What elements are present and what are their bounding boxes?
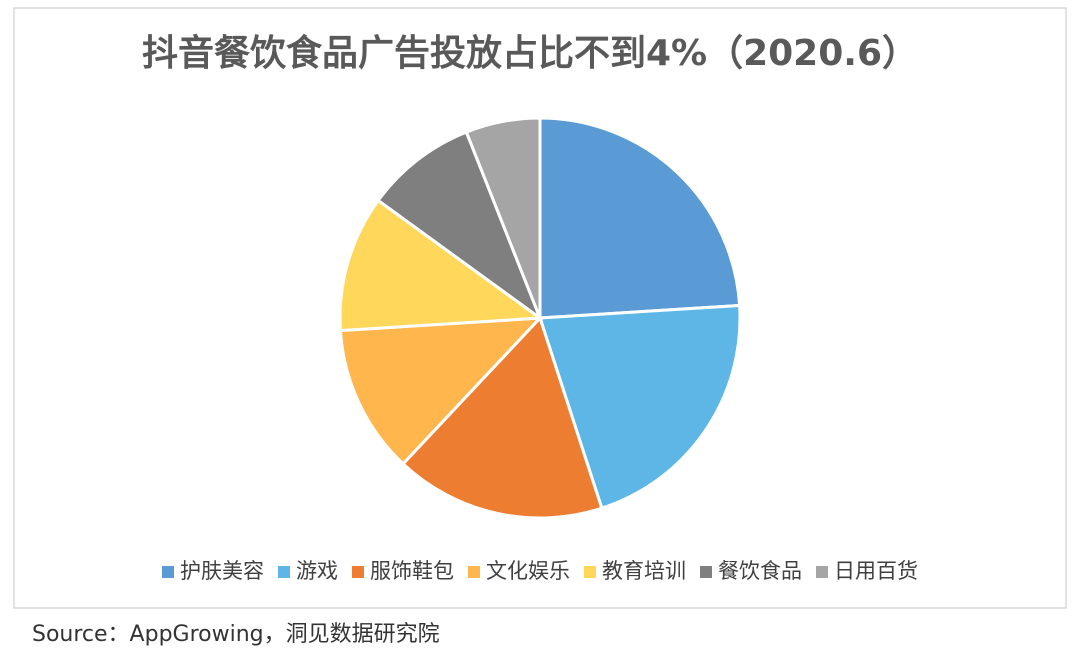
source: Source：AppGrowing，洞见数据研究院 xyxy=(32,622,440,647)
legend-swatch xyxy=(162,566,174,578)
legend-label: 文化娱乐 xyxy=(486,559,570,583)
legend-label: 游戏 xyxy=(296,559,338,583)
legend-swatch xyxy=(584,566,596,578)
pie-slice xyxy=(464,116,542,319)
legend-swatch xyxy=(816,566,828,578)
legend-label: 教育培训 xyxy=(602,559,686,583)
pie-slice xyxy=(338,198,545,333)
legend-swatch xyxy=(352,566,364,578)
legend-swatch xyxy=(278,566,290,578)
legend: 护肤美容 游戏 服饰鞋包 文化娱乐 教育培训 餐饮食品 日用百货 xyxy=(162,559,918,583)
chart-title: 抖音餐饮食品广告投放占比不到4%（2020.6） xyxy=(142,33,918,74)
pie-slice xyxy=(338,316,544,466)
legend-label: 护肤美容 xyxy=(180,559,264,583)
legend-label: 餐饮食品 xyxy=(718,559,802,583)
pie-slice xyxy=(537,303,742,511)
pie-slice xyxy=(400,315,604,520)
pie xyxy=(338,116,742,520)
legend-label: 日用百货 xyxy=(834,559,918,583)
pie-slice xyxy=(376,130,544,323)
pie-slice xyxy=(538,116,742,320)
legend-swatch xyxy=(468,566,480,578)
legend-label: 服饰鞋包 xyxy=(370,559,454,583)
legend-swatch xyxy=(700,566,712,578)
